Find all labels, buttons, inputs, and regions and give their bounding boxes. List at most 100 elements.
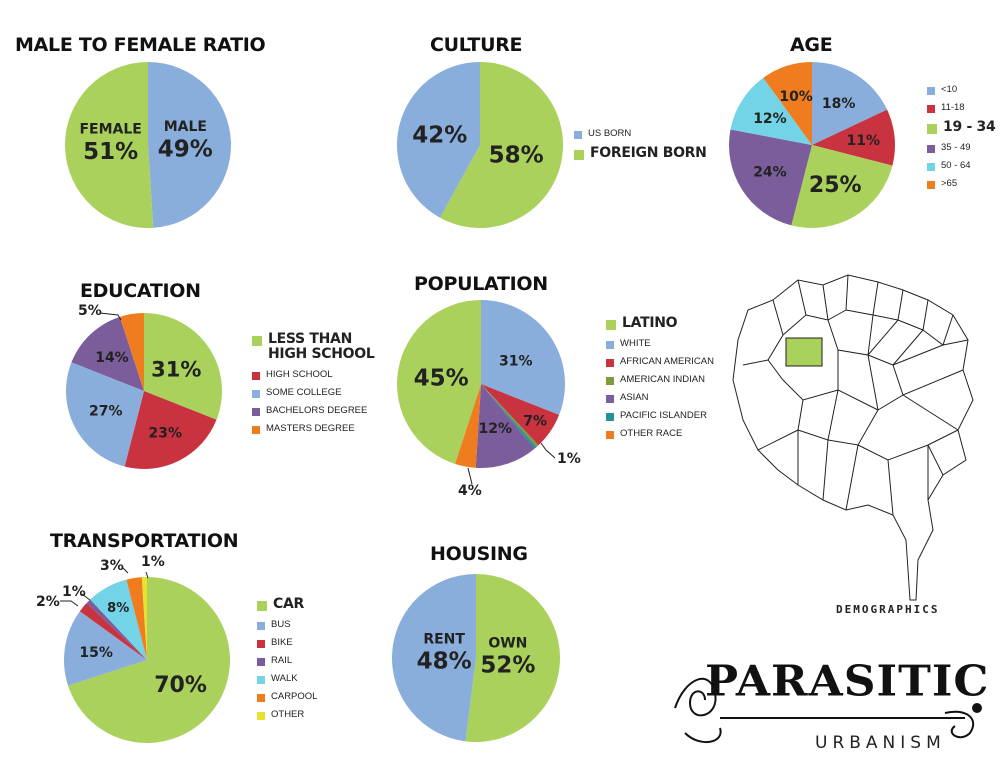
- legend-label: MASTERS DEGREE: [266, 423, 355, 434]
- legend-item-population-5: PACIFIC ISLANDER: [606, 410, 736, 421]
- transport-carpool-leader: [121, 566, 129, 574]
- pie-slice-population-4: [475, 384, 535, 468]
- legend-label: HIGH SCHOOL: [266, 369, 333, 380]
- map-district-lines: [742, 274, 969, 516]
- population-other-leader: [467, 467, 473, 485]
- legend-item-culture-1: FOREIGN BORN: [574, 146, 734, 161]
- legend-swatch: [252, 336, 262, 346]
- pie-slice-education-4: [119, 313, 144, 391]
- legend-label: >65: [941, 178, 958, 189]
- pie-value-label-age-4: 12%: [753, 111, 787, 127]
- legend-education: LESS THAN HIGH SCHOOL HIGH SCHOOL SOME COL…: [252, 332, 382, 441]
- legend-item-culture-0: US BORN: [574, 128, 734, 139]
- legend-swatch: [257, 694, 265, 702]
- legend-swatch: [606, 413, 614, 421]
- legend-item-education-4: MASTERS DEGREE: [252, 423, 382, 434]
- pie-value-label-age-0: 18%: [822, 96, 856, 112]
- legend-label: AMERICAN INDIAN: [620, 374, 705, 385]
- legend-item-education-1: HIGH SCHOOL: [252, 369, 382, 380]
- legend-label: WALK: [271, 673, 298, 684]
- pie-value-label-age-1: 11%: [846, 133, 880, 149]
- transport-bike-leader: [60, 600, 79, 607]
- legend-item-population-0: LATINO: [606, 316, 736, 331]
- legend-label: CAR: [273, 596, 304, 612]
- pie-value-label-transportation-1: 15%: [79, 645, 113, 661]
- pie-chart-education: 31% 23% 27% 14%: [66, 313, 222, 469]
- pie-slice-transportation-1: [64, 611, 147, 686]
- pie-value-label-transportation-4: 8%: [107, 601, 129, 616]
- legend-swatch: [927, 87, 935, 95]
- pie-name-label-housing-0: OWN: [488, 635, 527, 651]
- pie-slice-population-6: [397, 300, 481, 464]
- pie-value-label-age-3: 24%: [753, 165, 787, 181]
- legend-item-transportation-6: OTHER: [257, 709, 357, 720]
- pie-slice-transportation-6: [141, 577, 147, 660]
- legend-item-transportation-3: RAIL: [257, 655, 357, 666]
- pie-slice-transportation-3: [86, 599, 147, 660]
- pie-name-label-gender-1: FEMALE: [79, 122, 141, 138]
- population-pacific-callout: 1%: [557, 451, 581, 467]
- pie-slice-population-1: [481, 384, 560, 446]
- pie-slice-education-3: [71, 316, 144, 391]
- legend-swatch: [252, 426, 260, 434]
- pie-slice-transportation-0: [68, 577, 230, 743]
- legend-label: RAIL: [271, 655, 293, 666]
- legend-item-age-2: 19 - 34: [927, 120, 997, 135]
- legend-swatch: [606, 320, 616, 330]
- legend-label: SOME COLLEGE: [266, 387, 342, 398]
- pie-value-label-education-2: 27%: [89, 403, 123, 419]
- legend-label: BIKE: [271, 637, 293, 648]
- legend-item-age-3: 35 - 49: [927, 142, 997, 153]
- pie-slice-culture-0: [440, 62, 563, 228]
- legend-label: BACHELORS DEGREE: [266, 405, 368, 416]
- legend-item-transportation-5: CARPOOL: [257, 691, 357, 702]
- legend-swatch: [257, 601, 267, 611]
- pie-value-label-population-1: 7%: [523, 414, 547, 430]
- legend-swatch: [257, 640, 265, 648]
- legend-swatch: [252, 390, 260, 398]
- legend-swatch: [927, 124, 937, 134]
- chart-title-education: EDUCATION: [80, 280, 201, 302]
- legend-item-education-2: SOME COLLEGE: [252, 387, 382, 398]
- legend-label: AFRICAN AMERICAN: [620, 356, 714, 367]
- pie-chart-housing: OWN 52% RENT 48%: [392, 574, 560, 742]
- transport-rail-leader: [81, 593, 91, 601]
- legend-item-age-5: >65: [927, 178, 997, 189]
- pie-name-label-housing-1: RENT: [423, 631, 465, 647]
- pie-value-label-population-4: 12%: [479, 421, 513, 437]
- legend-label: US BORN: [588, 128, 632, 139]
- legend-item-population-3: AMERICAN INDIAN: [606, 374, 736, 385]
- transport-other-leader: [145, 571, 149, 579]
- legend-label: 19 - 34: [943, 119, 996, 135]
- pie-value-label-housing-0: 52%: [480, 653, 535, 679]
- pie-value-label-housing-1: 48%: [417, 649, 472, 675]
- pie-slice-education-0: [144, 313, 222, 420]
- pie-slice-education-1: [124, 391, 217, 469]
- legend-culture: US BORN FOREIGN BORN: [574, 128, 734, 168]
- legend-swatch: [252, 372, 260, 380]
- legend-item-age-4: 50 - 64: [927, 160, 997, 171]
- pie-chart-culture: 58% 42%: [397, 62, 563, 228]
- logo-subtitle: URBANISM: [815, 733, 946, 753]
- legend-item-transportation-1: BUS: [257, 619, 357, 630]
- legend-label: OTHER RACE: [620, 428, 683, 439]
- map-outline: [732, 274, 974, 601]
- legend-label: CARPOOL: [271, 691, 318, 702]
- legend-swatch: [927, 163, 935, 171]
- logo-swirl-ornament: [674, 677, 982, 743]
- pie-slice-age-2: [791, 145, 893, 228]
- pie-slice-housing-1: [392, 574, 476, 742]
- legend-swatch: [257, 676, 265, 684]
- legend-swatch: [606, 377, 614, 385]
- legend-swatch: [606, 395, 614, 403]
- legend-swatch: [606, 359, 614, 367]
- legend-item-population-2: AFRICAN AMERICAN: [606, 356, 736, 367]
- chart-title-age: AGE: [790, 34, 833, 56]
- pie-value-label-population-0: 31%: [499, 353, 533, 369]
- district-map-icon: [732, 274, 974, 601]
- legend-label: PACIFIC ISLANDER: [620, 410, 707, 421]
- legend-label: LATINO: [622, 315, 678, 331]
- pie-chart-transportation: 70% 15% 8%: [64, 577, 230, 743]
- legend-label: LESS THAN HIGH SCHOOL: [268, 331, 375, 362]
